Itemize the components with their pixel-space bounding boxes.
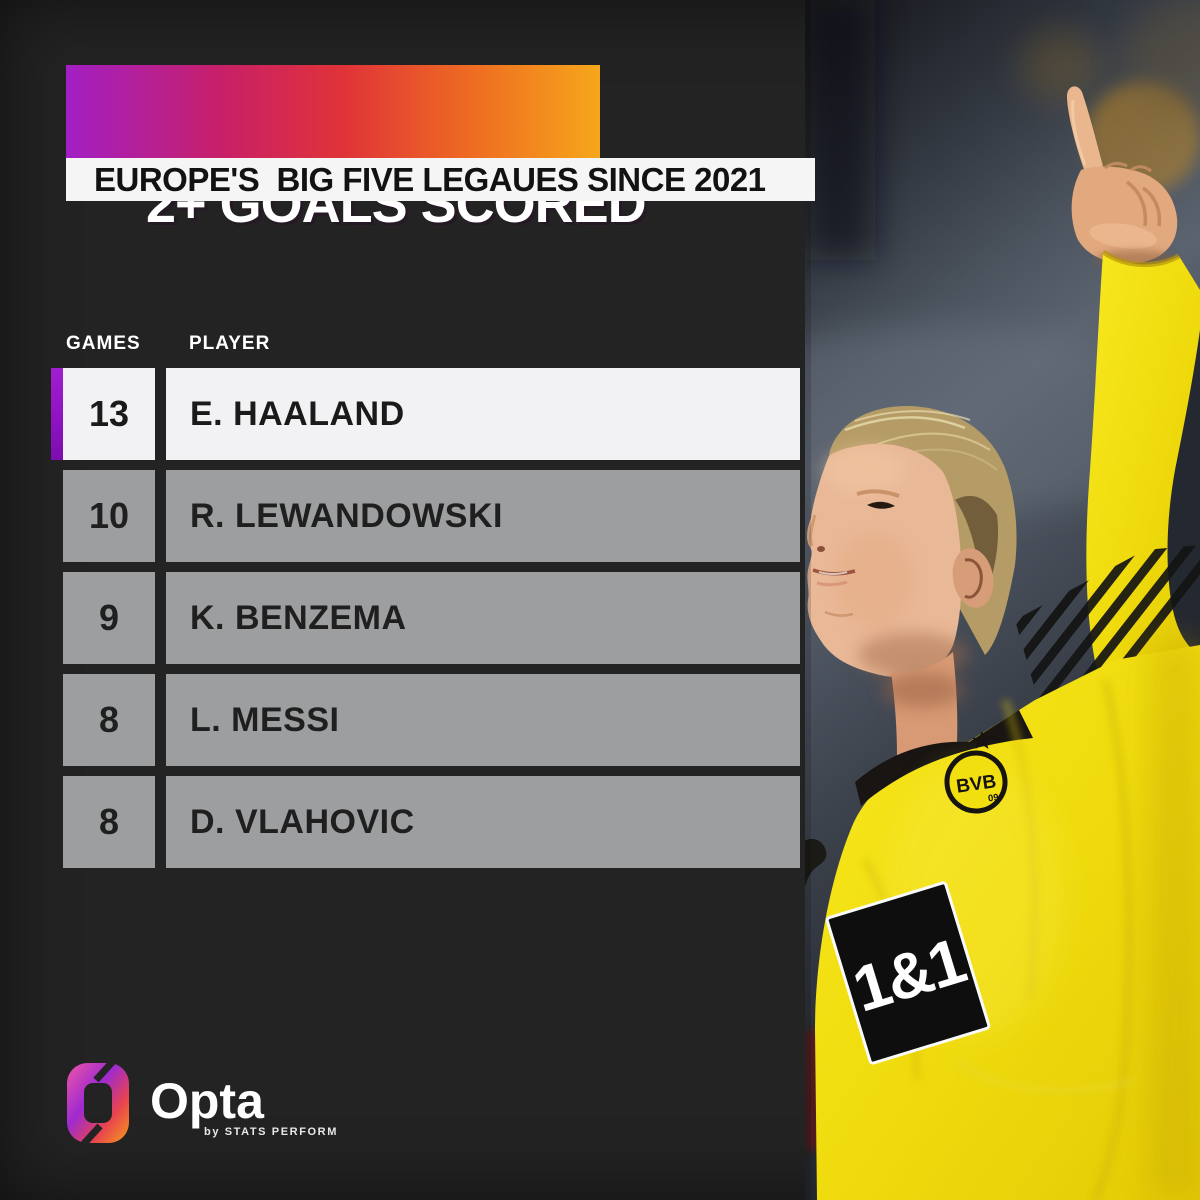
player-head	[807, 405, 1017, 756]
crest-star	[972, 731, 992, 750]
opta-tagline: by STATS PERFORM	[204, 1126, 338, 1138]
highlight-stripe	[51, 368, 63, 460]
games-value: 9	[63, 572, 155, 664]
column-header-games: GAMES	[66, 333, 141, 354]
table-row-haaland: 13 E. HAALAND	[51, 368, 800, 460]
player-name: K. BENZEMA	[166, 572, 800, 664]
eye	[867, 501, 895, 509]
opta-logo-icon	[67, 1062, 129, 1144]
games-value: 8	[63, 674, 155, 766]
player-name: L. MESSI	[166, 674, 800, 766]
jersey-collar	[855, 710, 1033, 806]
puma-logo	[805, 838, 827, 887]
player-photo: BVB 09 1&1	[805, 0, 1200, 1200]
column-header-player: PLAYER	[189, 333, 271, 354]
subtitle-bar: EUROPE'S BIG FIVE LEGAUES SINCE 2021	[66, 158, 815, 201]
games-value: 13	[63, 368, 155, 460]
table-row-vlahovic: 8 D. VLAHOVIC	[51, 776, 800, 868]
bvb-crest: BVB 09	[944, 750, 1008, 814]
table-row-benzema: 9 K. BENZEMA	[51, 572, 800, 664]
player-name: E. HAALAND	[166, 368, 800, 460]
raised-hand	[1066, 86, 1178, 270]
player-name: R. LEWANDOWSKI	[166, 470, 800, 562]
player-name: D. VLAHOVIC	[166, 776, 800, 868]
table-row-messi: 8 L. MESSI	[51, 674, 800, 766]
table-row-lewandowski: 10 R. LEWANDOWSKI	[51, 470, 800, 562]
games-value: 8	[63, 776, 155, 868]
games-value: 10	[63, 470, 155, 562]
crest-number: 09	[987, 792, 999, 804]
title-banner: 2+ GOALS SCORED	[66, 65, 647, 234]
sponsor-patch: 1&1	[825, 881, 991, 1065]
opta-wordmark: Opta	[150, 1073, 264, 1129]
